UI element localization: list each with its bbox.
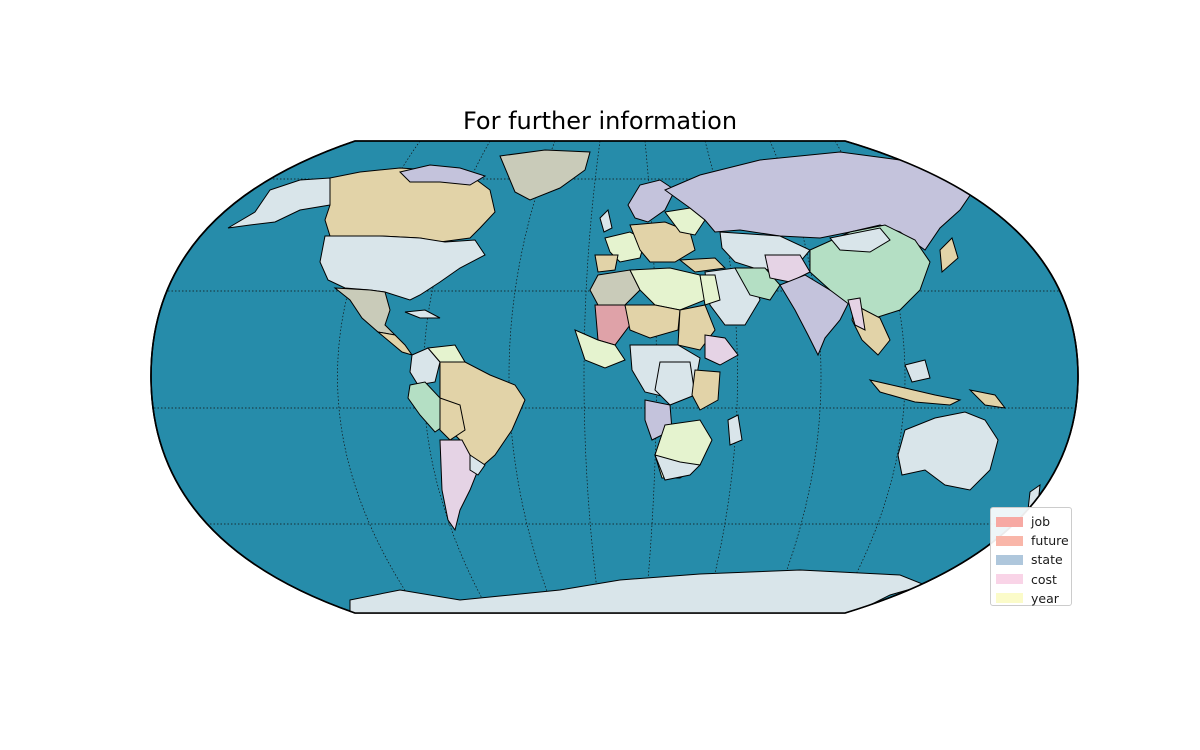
country-mexico: [333, 287, 397, 336]
indonesia: [868, 379, 962, 406]
country-mongolia: [829, 227, 891, 253]
legend-item: future: [991, 531, 1071, 550]
legend: job future state cost year: [990, 507, 1072, 606]
country-alaska: [227, 177, 346, 229]
legend-label: future: [1031, 533, 1069, 549]
country-greenland: [499, 149, 591, 201]
legend-label: cost: [1031, 571, 1057, 587]
iran: [734, 267, 781, 301]
legend-item: cost: [991, 570, 1071, 589]
country-usa: [319, 235, 486, 301]
turkey: [678, 257, 727, 273]
country-cuba: [404, 309, 441, 319]
legend-swatch: [996, 574, 1023, 585]
legend-swatch: [996, 554, 1023, 565]
europe-east: [664, 207, 706, 236]
west-africa: [574, 329, 626, 369]
legend-swatch: [996, 535, 1023, 546]
south-africa: [654, 454, 702, 481]
legend-label: state: [1031, 552, 1063, 568]
egypt: [699, 274, 721, 306]
country-argentina: [439, 439, 479, 532]
map-title: For further information: [462, 107, 738, 135]
country-uruguay: [469, 454, 486, 476]
globe-outline: [150, 140, 1079, 614]
legend-item: year: [991, 589, 1071, 608]
indochina: [847, 297, 866, 331]
north-africa-central: [629, 267, 706, 311]
country-bolivia: [439, 397, 466, 441]
legend-label: job: [1031, 514, 1051, 530]
new-guinea: [968, 389, 1007, 409]
legend-swatch: [996, 593, 1023, 604]
mali: [594, 304, 631, 346]
legend-item: job: [991, 512, 1071, 531]
borneo: [904, 359, 931, 383]
country-australia: [897, 411, 999, 491]
europe-central: [629, 221, 696, 263]
drc: [654, 361, 696, 406]
madagascar: [727, 414, 743, 446]
niger-chad: [624, 304, 681, 339]
east-africa: [691, 369, 721, 411]
arctic-islands: [399, 164, 487, 186]
legend-item: state: [991, 550, 1071, 569]
land: [227, 149, 1041, 613]
uk: [599, 209, 613, 233]
antarctica: [349, 569, 927, 613]
country-india: [779, 274, 851, 357]
scandinavia: [627, 179, 676, 223]
ethiopia: [704, 334, 739, 366]
country-japan: [939, 237, 959, 274]
iberia: [594, 254, 619, 273]
legend-label: year: [1031, 590, 1059, 606]
legend-swatch: [996, 516, 1023, 527]
